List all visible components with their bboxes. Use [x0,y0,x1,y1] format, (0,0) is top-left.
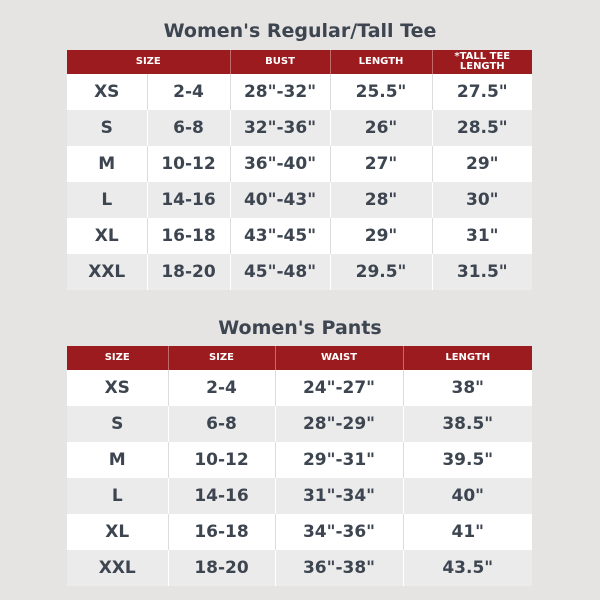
table-cell: 41" [402,514,532,550]
table-cell: 27.5" [431,74,533,110]
table-cell: 6-8 [167,406,275,442]
pants-header-row: SIZE SIZE WAIST LENGTH [67,346,532,370]
table-cell: 32"-36" [229,110,331,146]
table-row: L 14-16 31"-34" 40" [67,478,532,514]
table-cell: 38.5" [402,406,532,442]
table-row: S 6-8 28"-29" 38.5" [67,406,532,442]
table-row: XS 2-4 28"-32" 25.5" 27.5" [67,74,533,110]
table-cell: 45"-48" [229,254,331,290]
table-cell: 30" [431,182,533,218]
table-cell: S [67,110,147,146]
table-cell: 25.5" [329,74,433,110]
table-cell: 27" [329,146,433,182]
table-cell: L [67,182,147,218]
header-size: SIZE [67,50,231,74]
table-cell: 31.5" [431,254,533,290]
table-cell: 14-16 [146,182,231,218]
tee-header-row: SIZE BUST LENGTH *TALL TEE LENGTH [67,50,533,74]
table-row: M 10-12 29"-31" 39.5" [67,442,532,478]
table-row: XXL 18-20 36"-38" 43.5" [67,550,532,586]
table-row: S 6-8 32"-36" 26" 28.5" [67,110,533,146]
table-cell: L [67,478,168,514]
table-row: XXL 18-20 45"-48" 29.5" 31.5" [67,254,533,290]
header-length: LENGTH [402,346,532,370]
table-cell: 34"-36" [274,514,403,550]
table-row: M 10-12 36"-40" 27" 29" [67,146,533,182]
table-cell: XXL [67,254,147,290]
pants-title: Women's Pants [218,317,382,339]
header-size-number: SIZE [167,346,275,370]
pants-size-table: SIZE SIZE WAIST LENGTH XS 2-4 24"-27" 38" S 6… [67,346,532,586]
table-row: L 14-16 40"-43" 28" 30" [67,182,533,218]
table-cell: 6-8 [146,110,231,146]
table-row: XS 2-4 24"-27" 38" [67,370,532,406]
table-cell: 28"-32" [229,74,331,110]
table-cell: 24"-27" [274,370,403,406]
table-cell: 26" [329,110,433,146]
table-cell: 18-20 [146,254,231,290]
table-cell: 10-12 [146,146,231,182]
table-cell: XS [67,370,168,406]
table-cell: 16-18 [167,514,275,550]
table-cell: 40"-43" [229,182,331,218]
table-cell: 40" [402,478,532,514]
table-cell: 43"-45" [229,218,331,254]
header-size: SIZE [67,346,168,370]
table-cell: 28"-29" [274,406,403,442]
table-cell: 28.5" [431,110,533,146]
table-cell: 10-12 [167,442,275,478]
table-cell: S [67,406,168,442]
table-cell: 39.5" [402,442,532,478]
table-cell: 16-18 [146,218,231,254]
table-cell: 29.5" [329,254,433,290]
table-cell: XL [67,514,168,550]
tee-title: Women's Regular/Tall Tee [163,20,437,42]
tee-size-table: SIZE BUST LENGTH *TALL TEE LENGTH XS 2-4 2… [67,50,533,290]
table-cell: 29" [431,146,533,182]
table-cell: 31"-34" [274,478,403,514]
table-cell: 36"-40" [229,146,331,182]
header-length: LENGTH [329,50,433,74]
table-cell: M [67,442,168,478]
header-bust: BUST [229,50,331,74]
table-cell: 36"-38" [274,550,403,586]
table-cell: 28" [329,182,433,218]
header-tall-length: *TALL TEE LENGTH [431,50,533,74]
table-cell: 43.5" [402,550,532,586]
table-cell: 29"-31" [274,442,403,478]
table-cell: XS [67,74,147,110]
table-cell: M [67,146,147,182]
table-row: XL 16-18 43"-45" 29" 31" [67,218,533,254]
table-cell: XXL [67,550,168,586]
table-cell: 2-4 [146,74,231,110]
header-waist: WAIST [274,346,403,370]
table-cell: 31" [431,218,533,254]
table-cell: 14-16 [167,478,275,514]
table-cell: 2-4 [167,370,275,406]
table-row: XL 16-18 34"-36" 41" [67,514,532,550]
table-cell: 18-20 [167,550,275,586]
table-cell: 38" [402,370,532,406]
table-cell: 29" [329,218,433,254]
table-cell: XL [67,218,147,254]
